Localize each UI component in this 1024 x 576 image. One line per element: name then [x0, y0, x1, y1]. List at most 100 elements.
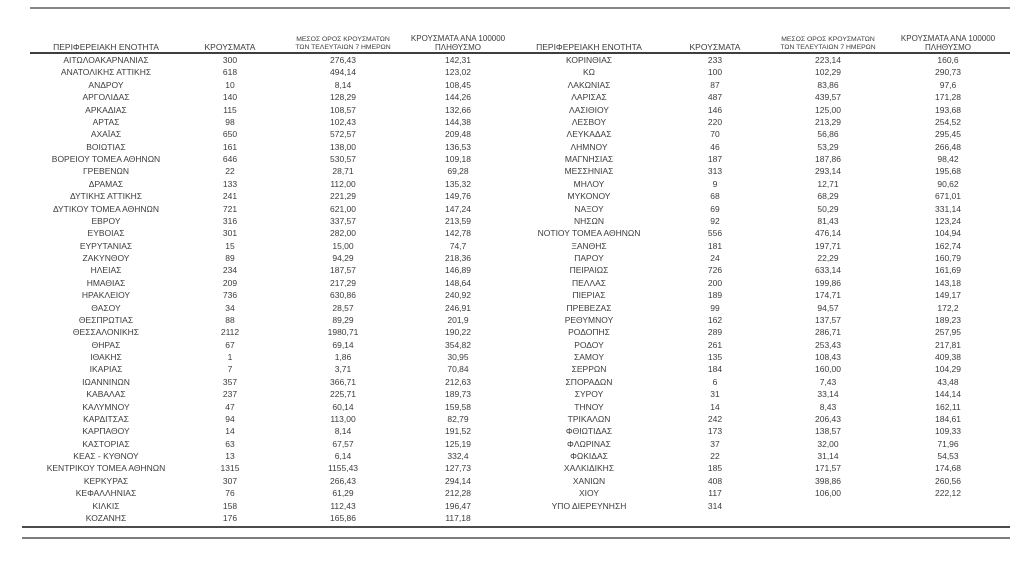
per100k-cell: 246,91	[445, 302, 471, 313]
cases-cell: 133	[222, 178, 238, 189]
table-row: ΙΚΑΡΙΑΣ 7 3,71 70,84	[30, 363, 508, 375]
avg7-cell: 293,14	[815, 166, 841, 177]
region-cell: ΑΝΔΡΟΥ	[88, 79, 124, 90]
avg7-cell	[762, 500, 894, 512]
avg7-cell: 530,57	[330, 154, 356, 164]
per100k-cell: 212,63	[445, 376, 471, 387]
table-row: ΧΑΛΚΙΔΙΚΗΣ 185 171,57 174,68	[510, 462, 1002, 474]
per100k-cell: 144,38	[445, 116, 471, 127]
avg7-cell: 113,00	[330, 413, 356, 424]
avg7-cell: 286,71	[815, 327, 841, 338]
avg7-cell: 1155,43	[327, 463, 359, 474]
region-cell: ΠΕΛΛΑΣ	[571, 277, 607, 288]
table-row: ΞΑΝΘΗΣ 181 197,71 162,74	[510, 240, 1002, 252]
avg7-cell: 187,57	[330, 265, 356, 276]
per100k-cell: 162,11	[935, 401, 961, 412]
table-row: ΛΕΥΚΑΔΑΣ 70 56,86 295,45	[510, 128, 1002, 140]
per100k-cell: 254,52	[935, 116, 961, 127]
table-row: ΚΑΣΤΟΡΙΑΣ 63 67,57 125,19	[30, 438, 508, 450]
table-row: ΚΟΡΙΝΘΙΑΣ 233 223,14 160,6	[510, 54, 1002, 66]
avg7-cell: 8,14	[334, 79, 352, 90]
cases-cell: 98	[225, 116, 235, 127]
table-row: ΠΙΕΡΙΑΣ 189 174,71 149,17	[510, 289, 1002, 301]
cases-cell: 99	[710, 302, 720, 313]
left-region-table: ΠΕΡΙΦΕΡΕΙΑΚΗ ΕΝΟΤΗΤΑ ΚΡΟΥΣΜΑΤΑ ΜΕΣΟΣ ΟΡΟ…	[30, 24, 508, 524]
cases-cell: 24	[710, 253, 720, 263]
per100k-cell: 193,68	[935, 104, 961, 115]
avg7-cell: 61,29	[332, 488, 354, 499]
avg7-cell: 94,29	[332, 253, 354, 263]
per100k-cell: 295,45	[935, 129, 961, 140]
table-row: ΛΑΣΙΘΙΟΥ 146 125,00 193,68	[510, 104, 1002, 116]
per100k-cell: 109,18	[445, 154, 471, 164]
avg7-cell: 217,29	[330, 277, 356, 288]
region-cell: ΝΑΞΟΥ	[574, 203, 604, 214]
region-cell: ΛΑΣΙΘΙΟΥ	[569, 104, 609, 115]
table-row: ΣΠΟΡΑΔΩΝ 6 7,43 43,48	[510, 376, 1002, 388]
cases-cell: 89	[225, 253, 235, 263]
region-cell: ΑΙΤΩΛΟΑΚΑΡΝΑΝΙΑΣ	[63, 55, 149, 65]
cases-cell: 63	[225, 438, 235, 449]
cases-cell: 234	[222, 265, 238, 276]
per100k-cell: 104,94	[935, 228, 961, 239]
region-cell: ΣΕΡΡΩΝ	[571, 364, 607, 375]
avg7-cell: 253,43	[815, 339, 841, 350]
region-cell: ΙΘΑΚΗΣ	[90, 352, 122, 362]
region-cell: ΡΟΔΟΥ	[574, 339, 604, 350]
table-row: ΦΘΙΩΤΙΔΑΣ 173 138,57 109,33	[510, 425, 1002, 437]
col-header-per100k-line1: ΚΡΟΥΣΜΑΤΑ ΑΝΑ 100000	[900, 34, 996, 43]
table-row: ΚΩ 100 102,29 290,73	[510, 66, 1002, 78]
region-cell: ΙΩΑΝΝΙΝΩΝ	[82, 376, 130, 387]
cases-cell: 408	[707, 475, 723, 486]
avg7-cell: 106,00	[815, 488, 841, 499]
cases-cell: 158	[222, 500, 238, 511]
per100k-cell: 209,48	[445, 129, 471, 140]
region-cell: ΚΩ	[582, 67, 596, 78]
cases-cell: 200	[707, 277, 723, 288]
table-row: ΘΕΣΣΑΛΟΝΙΚΗΣ 2112 1980,71 190,22	[30, 326, 508, 338]
table-row: ΡΕΘΥΜΝΟΥ 162 137,57 189,23	[510, 314, 1002, 326]
region-cell: ΑΝΑΤΟΛΙΚΗΣ ΑΤΤΙΚΗΣ	[60, 67, 152, 78]
avg7-cell: 3,71	[334, 364, 352, 375]
avg7-cell: 60,14	[332, 401, 354, 412]
avg7-cell: 89,29	[332, 314, 354, 325]
cases-cell: 67	[225, 339, 235, 350]
table-row: ΦΩΚΙΔΑΣ 22 31,14 54,53	[510, 450, 1002, 462]
header-row: ΠΕΡΙΦΕΡΕΙΑΚΗ ΕΝΟΤΗΤΑ ΚΡΟΥΣΜΑΤΑ ΜΕΣΟΣ ΟΡΟ…	[30, 24, 508, 54]
avg7-cell: 366,71	[330, 376, 356, 387]
cases-cell: 300	[222, 55, 238, 65]
per100k-cell: 90,62	[937, 178, 959, 189]
cases-cell: 307	[222, 475, 238, 486]
avg7-cell: 8,43	[819, 401, 837, 412]
region-cell: ΦΛΩΡΙΝΑΣ	[567, 438, 611, 449]
region-cell: ΧΑΝΙΩΝ	[572, 475, 606, 486]
cases-cell: 6	[712, 376, 718, 387]
cases-cell: 313	[707, 166, 723, 177]
table-row: ΣΕΡΡΩΝ 184 160,00 104,29	[510, 363, 1002, 375]
region-cell: ΝΟΤΙΟΥ ΤΟΜΕΑ ΑΘΗΝΩΝ	[537, 228, 641, 239]
cases-cell: 301	[222, 228, 238, 239]
table-row: ΚΙΛΚΙΣ 158 112,43 196,47	[30, 500, 508, 512]
cases-cell: 87	[710, 79, 720, 90]
per100k-cell: 409,38	[935, 352, 961, 362]
table-row: ΚΕΑΣ - ΚΥΘΝΟΥ 13 6,14 332,4	[30, 450, 508, 462]
avg7-cell: 68,29	[817, 191, 839, 202]
cases-cell: 314	[707, 500, 723, 511]
cases-cell: 618	[222, 67, 238, 78]
region-cell: ΘΗΡΑΣ	[91, 339, 121, 350]
cases-cell: 76	[225, 488, 235, 499]
avg7-cell: 197,71	[815, 240, 841, 251]
cases-cell: 94	[225, 413, 235, 424]
col-header-per100k: ΚΡΟΥΣΜΑΤΑ ΑΝΑ 100000 ΠΛΗΘΥΣΜΟ	[894, 24, 1002, 54]
table-row: ΚΟΖΑΝΗΣ 176 165,86 117,18	[30, 512, 508, 524]
col-header-per100k: ΚΡΟΥΣΜΑΤΑ ΑΝΑ 100000 ΠΛΗΘΥΣΜΟ	[408, 24, 508, 54]
avg7-cell: 494,14	[330, 67, 356, 78]
per100k-cell: 160,79	[935, 253, 961, 263]
region-cell: ΘΑΣΟΥ	[91, 302, 121, 313]
bottom-divider-line-2	[22, 537, 1010, 539]
table-row: ΔΡΑΜΑΣ 133 112,00 135,32	[30, 178, 508, 190]
per100k-cell: 97,6	[939, 79, 957, 90]
avg7-cell: 476,14	[815, 228, 841, 239]
region-cell: ΒΟΙΩΤΙΑΣ	[86, 141, 126, 152]
